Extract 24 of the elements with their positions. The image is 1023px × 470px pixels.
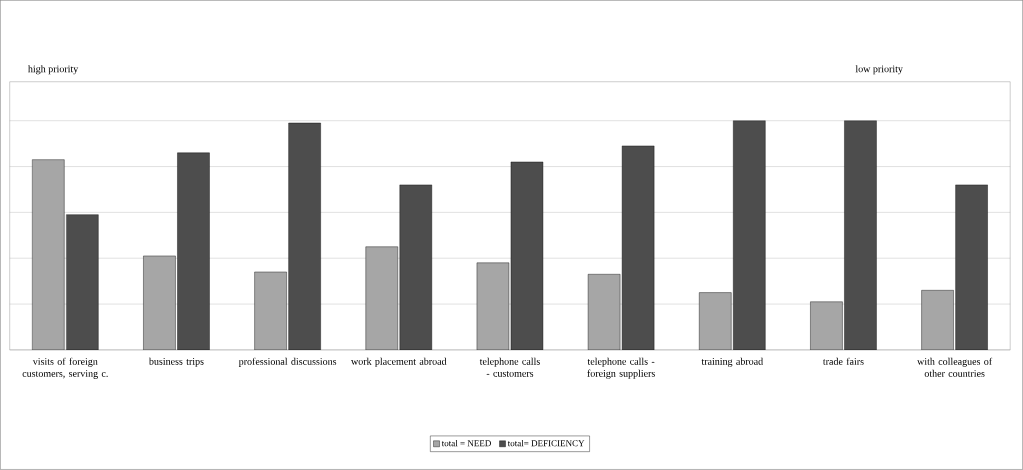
bar [621, 145, 655, 351]
x-tick-label: telephone calls - customers [479, 357, 540, 377]
x-tick-label: trade fairs [822, 357, 864, 365]
legend-label: total = NEED [441, 440, 491, 447]
bar [288, 122, 321, 351]
x-tick-label: professional discussions [238, 357, 337, 368]
text: high priority [28, 65, 79, 75]
bar [844, 120, 877, 351]
bar [177, 152, 210, 351]
x-tick-label: visits of foreign customers, serving c. [22, 357, 108, 380]
x-tick-label: with colleagues of other countries [917, 357, 993, 378]
bar [955, 184, 988, 351]
bar [399, 185, 432, 351]
x-tick-label: telephone calls - foreign suppliers [587, 357, 655, 379]
bar [733, 120, 766, 351]
x-tick-label: business trips [148, 357, 204, 367]
bar [510, 161, 544, 351]
text: low priority [855, 65, 903, 75]
x-tick-label: training abroad [701, 357, 763, 367]
bar [587, 274, 621, 351]
legend-label: total= DEFICIENCY [507, 440, 585, 447]
bar [476, 262, 510, 351]
x-tick-label: work placement abroad [351, 357, 447, 367]
bar [66, 214, 99, 351]
